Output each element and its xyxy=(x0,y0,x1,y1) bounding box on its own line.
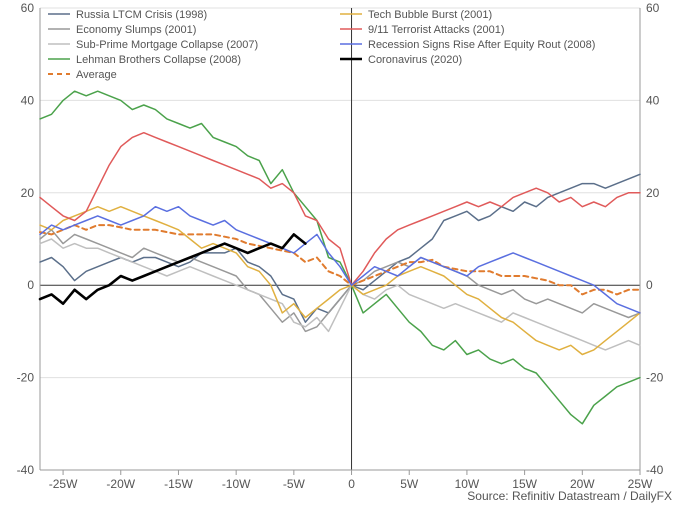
legend-lehman: Lehman Brothers Collapse (2008) xyxy=(76,54,241,66)
legend-economy_slumps: Economy Slumps (2001) xyxy=(76,24,196,36)
legend-nine_eleven: 9/11 Terrorist Attacks (2001) xyxy=(368,24,505,36)
svg-text:60: 60 xyxy=(21,1,35,15)
svg-text:-40: -40 xyxy=(17,463,35,477)
svg-text:0: 0 xyxy=(27,278,34,292)
svg-text:20: 20 xyxy=(646,186,660,200)
svg-text:-20: -20 xyxy=(17,371,35,385)
svg-text:-20W: -20W xyxy=(106,477,135,491)
svg-text:-40: -40 xyxy=(646,463,664,477)
svg-text:60: 60 xyxy=(646,1,660,15)
svg-text:40: 40 xyxy=(21,93,35,107)
svg-text:40: 40 xyxy=(646,93,660,107)
svg-text:0: 0 xyxy=(348,477,355,491)
svg-text:-5W: -5W xyxy=(283,477,306,491)
legend-recession_2008: Recession Signs Rise After Equity Rout (… xyxy=(368,39,595,51)
svg-text:20: 20 xyxy=(21,186,35,200)
chart-container: -40 -40 -20 -20 0 0 20 20 40 40 60 60 -25W -20W -15W -1… xyxy=(0,0,680,506)
svg-text:-15W: -15W xyxy=(164,477,193,491)
legend-subprime: Sub-Prime Mortgage Collapse (2007) xyxy=(76,39,258,51)
svg-text:5W: 5W xyxy=(400,477,419,491)
svg-text:-25W: -25W xyxy=(49,477,78,491)
legend-russia: Russia LTCM Crisis (1998) xyxy=(76,9,207,21)
line-chart: -40 -40 -20 -20 0 0 20 20 40 40 60 60 -25W -20W -15W -1… xyxy=(0,0,680,506)
svg-text:-20: -20 xyxy=(646,371,664,385)
legend-coronavirus: Coronavirus (2020) xyxy=(368,54,462,66)
source-label: Source: Refinitiv Datastream / DailyFX xyxy=(467,489,672,503)
svg-text:-10W: -10W xyxy=(222,477,251,491)
legend-tech_bubble: Tech Bubble Burst (2001) xyxy=(368,9,492,21)
svg-text:0: 0 xyxy=(646,278,653,292)
legend-average: Average xyxy=(76,69,117,81)
